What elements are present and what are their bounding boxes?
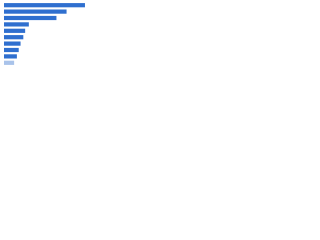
bar bbox=[4, 35, 24, 40]
bar bbox=[4, 9, 67, 14]
bar bbox=[4, 3, 85, 8]
bar bbox=[4, 60, 15, 65]
bar bbox=[4, 28, 26, 33]
bar bbox=[4, 41, 21, 46]
bar bbox=[4, 47, 19, 53]
bar bbox=[4, 15, 57, 21]
chart bbox=[4, 3, 85, 65]
page: (() => { const data = JSON.parse(documen… bbox=[0, 0, 320, 71]
bar bbox=[4, 54, 17, 59]
bar bbox=[4, 22, 29, 27]
